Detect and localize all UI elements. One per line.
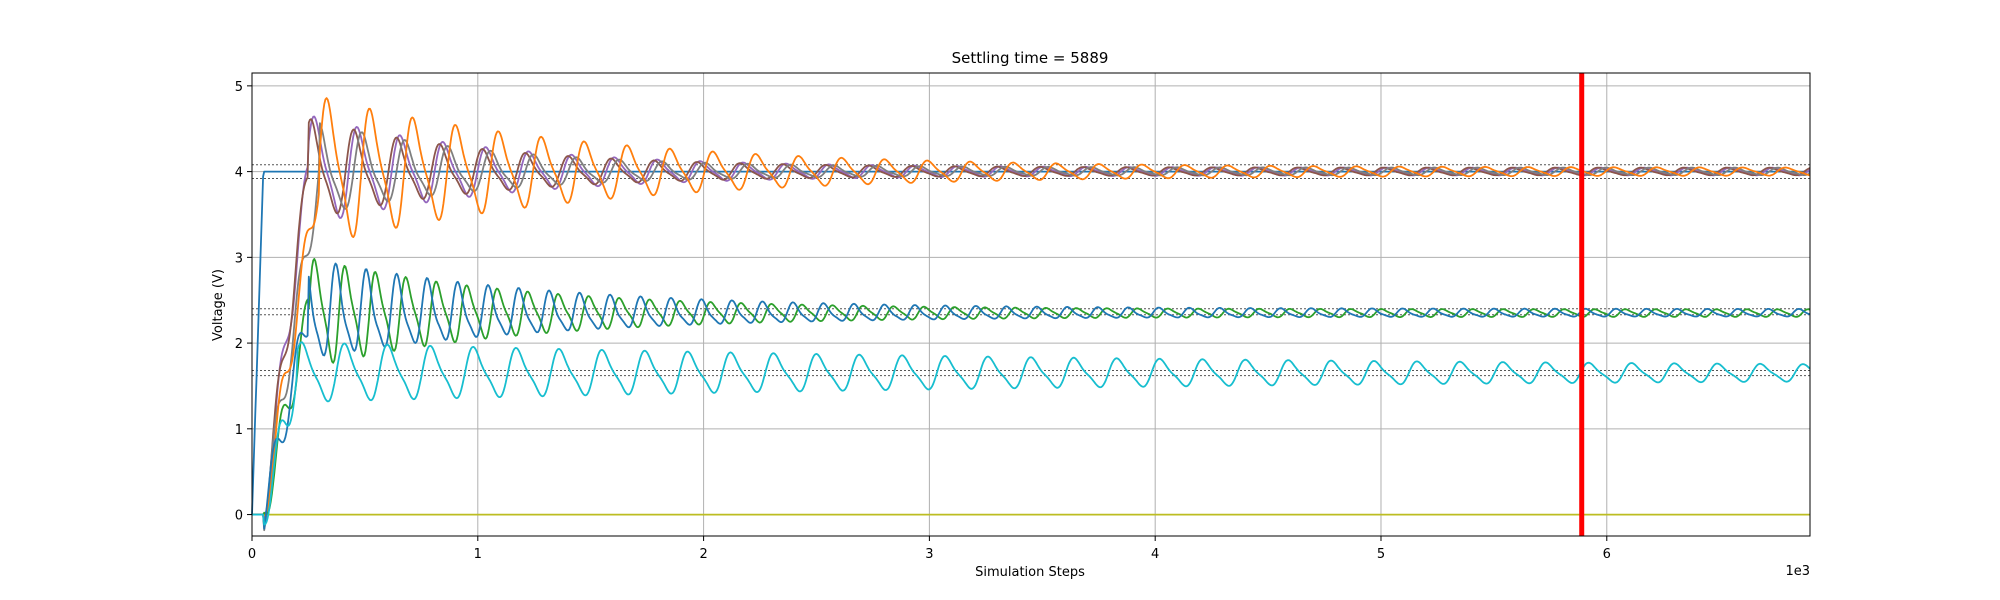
x-tick-label: 0 — [248, 547, 256, 562]
series-line-8 — [252, 341, 1811, 526]
x-tick-label: 1 — [474, 547, 482, 562]
x-tick-label: 2 — [699, 547, 707, 562]
y-axis-label: Voltage (V) — [211, 269, 226, 341]
y-tick-label: 2 — [235, 337, 243, 352]
series-line-7 — [252, 262, 1811, 530]
y-tick-label: 3 — [235, 251, 243, 266]
x-tick-label: 6 — [1603, 547, 1611, 562]
x-tick-label: 3 — [925, 547, 933, 562]
series-line-4 — [252, 122, 1811, 532]
grid — [251, 73, 1810, 536]
x-axis-ticks: 0 1 2 3 4 5 6 — [248, 536, 1611, 562]
y-tick-label: 0 — [235, 509, 243, 524]
plot-frame — [251, 72, 1811, 537]
x-axis-label: Simulation Steps — [975, 565, 1085, 580]
x-offset-label: 1e3 — [1785, 564, 1810, 579]
x-tick-label: 4 — [1151, 547, 1159, 562]
y-axis-ticks: 0 1 2 3 4 5 — [235, 80, 252, 524]
reference-lines — [252, 164, 1810, 377]
chart-title: Settling time = 5889 — [952, 49, 1109, 67]
series-line-3 — [252, 118, 1811, 527]
series-line-6 — [252, 257, 1811, 516]
y-tick-label: 5 — [235, 80, 243, 95]
y-tick-label: 1 — [235, 423, 243, 438]
x-tick-label: 5 — [1377, 547, 1385, 562]
series-group — [251, 97, 1811, 532]
y-tick-label: 4 — [235, 166, 243, 181]
series-line-5 — [252, 97, 1811, 517]
